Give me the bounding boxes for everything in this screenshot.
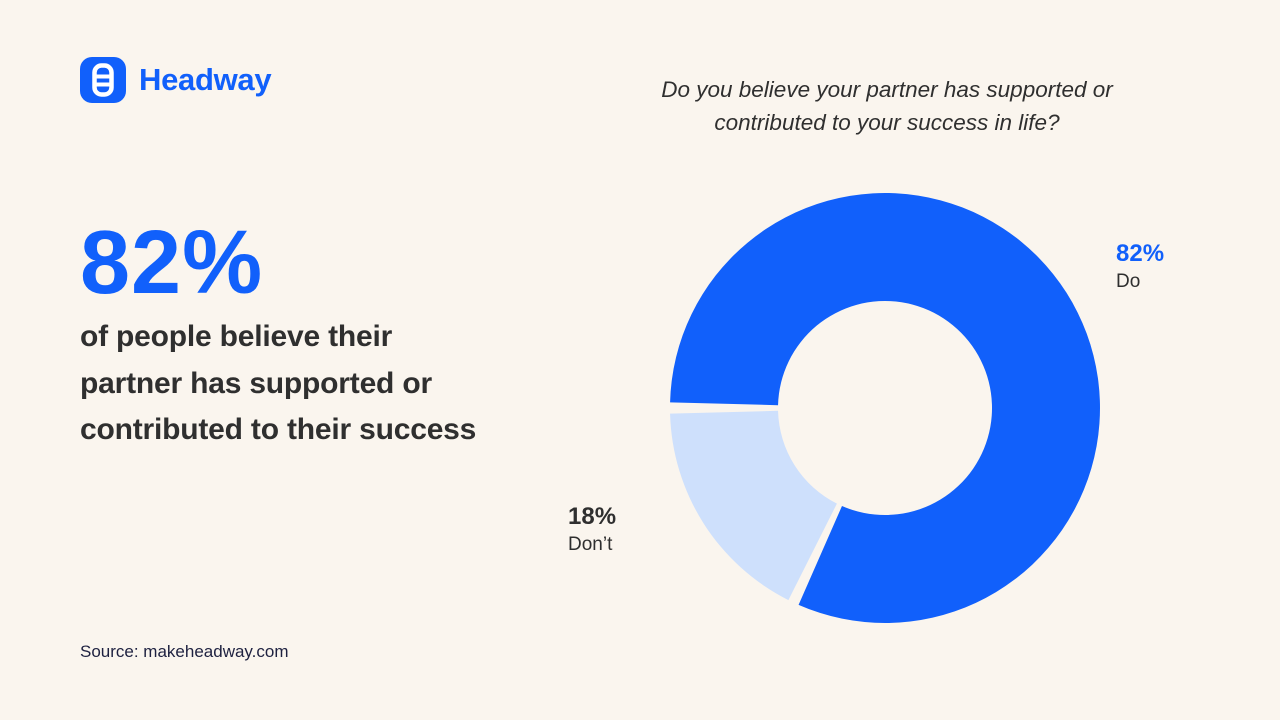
slice-name-do: Do bbox=[1116, 270, 1141, 292]
slice-name-dont: Don’t bbox=[568, 533, 613, 555]
brand-name: Headway bbox=[139, 62, 272, 97]
stat-headline: of people believe their partner has supp… bbox=[80, 320, 477, 446]
ladder-icon bbox=[80, 57, 126, 103]
slice-percent-do: 82% bbox=[1116, 240, 1165, 267]
source-text: Source: makeheadway.com bbox=[80, 642, 289, 661]
slice-label-dont: 18% Don’t bbox=[568, 503, 616, 556]
slice-label-do: 82% Do bbox=[1116, 240, 1164, 293]
donut-slice bbox=[670, 410, 837, 601]
chart-title: Do you believe your partner has supporte… bbox=[661, 77, 1113, 135]
brand-logo: Headway bbox=[80, 57, 272, 103]
donut-slice bbox=[670, 193, 1100, 624]
stat-value: 82% bbox=[80, 213, 264, 313]
slice-percent-dont: 18% bbox=[568, 503, 617, 530]
